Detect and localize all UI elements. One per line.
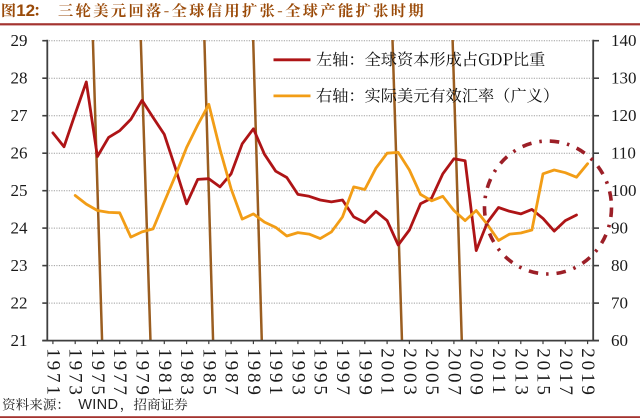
svg-text:140: 140 (611, 31, 637, 50)
svg-text:1975: 1975 (87, 348, 108, 398)
svg-text:23: 23 (11, 256, 28, 275)
svg-text:21: 21 (11, 331, 28, 350)
svg-text:27: 27 (11, 106, 29, 125)
svg-text:2001: 2001 (377, 348, 398, 398)
svg-text:2011: 2011 (488, 348, 509, 397)
svg-text:90: 90 (611, 219, 628, 238)
svg-text:26: 26 (11, 144, 28, 163)
svg-text:28: 28 (11, 69, 28, 88)
svg-text:1981: 1981 (154, 348, 175, 398)
svg-text:120: 120 (611, 106, 637, 125)
svg-text:2019: 2019 (577, 348, 598, 398)
svg-text:29: 29 (11, 31, 28, 50)
svg-text:1977: 1977 (109, 348, 130, 398)
svg-text:1985: 1985 (198, 348, 219, 398)
svg-text:2015: 2015 (533, 348, 554, 398)
svg-text:70: 70 (611, 294, 628, 313)
svg-text:1983: 1983 (176, 348, 197, 398)
svg-text:25: 25 (11, 181, 28, 200)
svg-text:1991: 1991 (265, 348, 286, 398)
svg-text:2009: 2009 (466, 348, 487, 398)
svg-text:1979: 1979 (132, 348, 153, 398)
svg-text:1993: 1993 (287, 348, 308, 398)
svg-text:1973: 1973 (65, 348, 86, 398)
svg-text:12: 12 (16, 1, 35, 20)
svg-text:1997: 1997 (332, 348, 353, 398)
svg-text:2003: 2003 (399, 348, 420, 398)
svg-text:60: 60 (611, 331, 628, 350)
svg-text:2007: 2007 (443, 348, 464, 398)
svg-text:2005: 2005 (421, 348, 442, 398)
svg-text:WIND: WIND (78, 397, 118, 413)
svg-text:1989: 1989 (243, 348, 264, 398)
svg-text:100: 100 (611, 181, 637, 200)
svg-text:1999: 1999 (354, 348, 375, 398)
svg-text:22: 22 (11, 294, 28, 313)
svg-text:80: 80 (611, 256, 628, 275)
svg-text:1995: 1995 (310, 348, 331, 398)
svg-text:2017: 2017 (555, 348, 576, 398)
svg-text:110: 110 (611, 144, 636, 163)
svg-text:1987: 1987 (221, 348, 242, 398)
svg-text:1971: 1971 (42, 348, 63, 398)
svg-text:24: 24 (11, 219, 29, 238)
svg-text:2013: 2013 (510, 348, 531, 398)
svg-text:130: 130 (611, 69, 637, 88)
